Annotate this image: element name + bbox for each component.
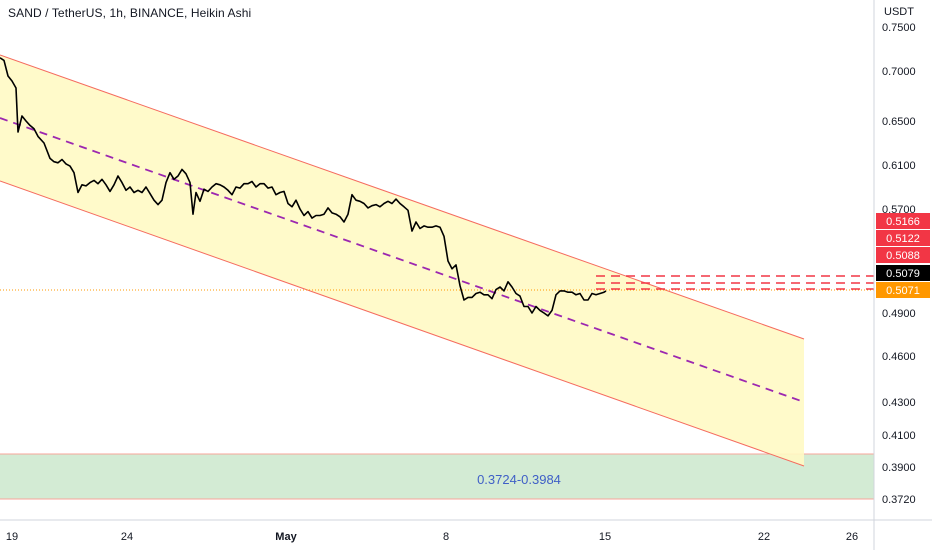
x-tick-label: May (275, 531, 297, 543)
y-tick-label: 0.3900 (882, 462, 916, 474)
channel-lower-line (0, 180, 805, 467)
y-tick-label: 0.4300 (882, 397, 916, 409)
y-tick-label: 0.4600 (882, 351, 916, 363)
channel-upper-line (0, 54, 805, 340)
price-tag-label: 0.5166 (886, 216, 920, 228)
price-tag-box (876, 282, 930, 298)
channel-median-line (0, 117, 805, 403)
price-tag-box (876, 230, 930, 246)
price-tag-label: 0.5088 (886, 250, 920, 262)
price-tag-label: 0.5071 (886, 285, 920, 297)
support-zone (0, 454, 874, 499)
price-tag-box (876, 213, 930, 229)
price-series-line (0, 57, 607, 317)
price-tag-box (876, 265, 930, 281)
price-tag-label: 0.5122 (886, 233, 920, 245)
x-tick-label: 19 (6, 531, 18, 543)
price-tag-label: 0.5079 (886, 268, 920, 280)
x-tick-label: 26 (846, 531, 858, 543)
chart-title: SAND / TetherUS, 1h, BINANCE, Heikin Ash… (8, 6, 252, 20)
price-tag-box (876, 247, 930, 263)
x-tick-label: 8 (443, 531, 449, 543)
y-tick-label: 0.7000 (882, 66, 916, 78)
y-tick-label: 0.3720 (882, 494, 916, 506)
y-tick-label: 0.7500 (882, 22, 916, 34)
currency-label: USDT (884, 6, 914, 18)
support-zone-label: 0.3724-0.3984 (477, 472, 561, 487)
y-tick-label: 0.6500 (882, 116, 916, 128)
x-tick-label: 24 (121, 531, 133, 543)
y-tick-label: 0.4900 (882, 308, 916, 320)
x-tick-label: 15 (599, 531, 611, 543)
y-tick-label: 0.6100 (882, 160, 916, 172)
x-tick-label: 22 (758, 531, 770, 543)
y-tick-label: 0.4100 (882, 430, 916, 442)
